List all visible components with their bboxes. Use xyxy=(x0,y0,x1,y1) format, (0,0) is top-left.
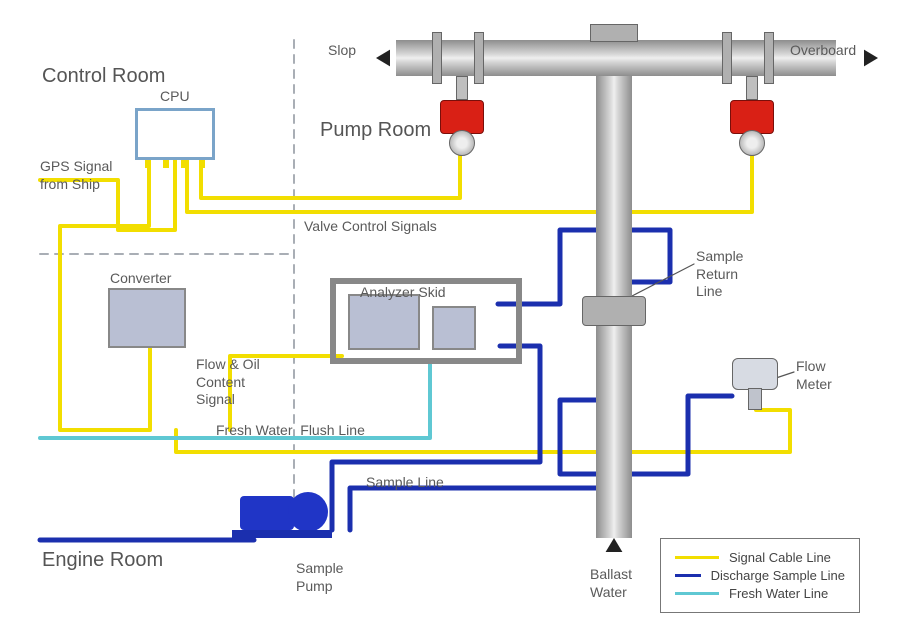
valve-wheel-left xyxy=(449,130,475,156)
legend-swatch xyxy=(675,592,719,595)
legend-swatch xyxy=(675,574,701,577)
cpu-port xyxy=(199,160,205,168)
sample_pump-label: Sample Pump xyxy=(296,560,343,595)
analyzer-label: Analyzer Skid xyxy=(360,284,446,302)
legend: Signal Cable Line Discharge Sample Line Fr… xyxy=(660,538,860,613)
pump-motor xyxy=(240,496,294,530)
valve-flange xyxy=(432,32,442,84)
cpu-box xyxy=(135,108,215,160)
cpu-port xyxy=(145,160,151,168)
sample_return-label: Sample Return Line xyxy=(696,248,743,301)
valve-flange xyxy=(722,32,732,84)
flow_meter-label: Flow Meter xyxy=(796,358,832,393)
legend-label: Discharge Sample Line xyxy=(711,568,845,583)
legend-swatch xyxy=(675,556,719,559)
valve-flange xyxy=(474,32,484,84)
analyzer-module-b xyxy=(432,306,476,350)
ballast-label: Ballast Water xyxy=(590,566,632,601)
legend-row: Signal Cable Line xyxy=(675,550,845,565)
valve-actuator-left xyxy=(440,100,484,134)
legend-row: Discharge Sample Line xyxy=(675,568,845,583)
cpu-port xyxy=(181,160,187,168)
flow-meter-icon xyxy=(732,358,778,412)
valve-flange xyxy=(764,32,774,84)
cpu-port xyxy=(163,160,169,168)
flow_oil-label: Flow & Oil Content Signal xyxy=(196,356,260,409)
valve-actuator-right xyxy=(730,100,774,134)
pump-base xyxy=(232,530,332,538)
legend-label: Fresh Water Line xyxy=(729,586,828,601)
overboard-label: Overboard xyxy=(790,42,856,60)
valve-wheel-right xyxy=(739,130,765,156)
mid-flange xyxy=(582,296,646,326)
fresh_flush-label: Fresh Water Flush Line xyxy=(216,422,365,440)
sample_line-label: Sample Line xyxy=(366,474,444,492)
analyzer-module-a xyxy=(348,294,420,350)
cpu-label: CPU xyxy=(160,88,190,106)
slop-label: Slop xyxy=(328,42,356,60)
valve-stem-left xyxy=(456,76,468,100)
valve-stem-right xyxy=(746,76,758,100)
legend-row: Fresh Water Line xyxy=(675,586,845,601)
pump_room-label: Pump Room xyxy=(320,118,431,143)
tee-top-flange xyxy=(590,24,638,42)
gps-label: GPS Signal from Ship xyxy=(40,158,112,193)
converter-box xyxy=(108,288,186,348)
control_room-label: Control Room xyxy=(42,64,165,89)
pump-volute xyxy=(288,492,328,532)
engine_room-label: Engine Room xyxy=(42,548,163,573)
legend-label: Signal Cable Line xyxy=(729,550,831,565)
converter-label: Converter xyxy=(110,270,171,288)
diagram-stage: Control RoomCPU Pump Room Slop Overboard GPS… xyxy=(0,0,900,640)
valve_ctrl-label: Valve Control Signals xyxy=(304,218,437,236)
